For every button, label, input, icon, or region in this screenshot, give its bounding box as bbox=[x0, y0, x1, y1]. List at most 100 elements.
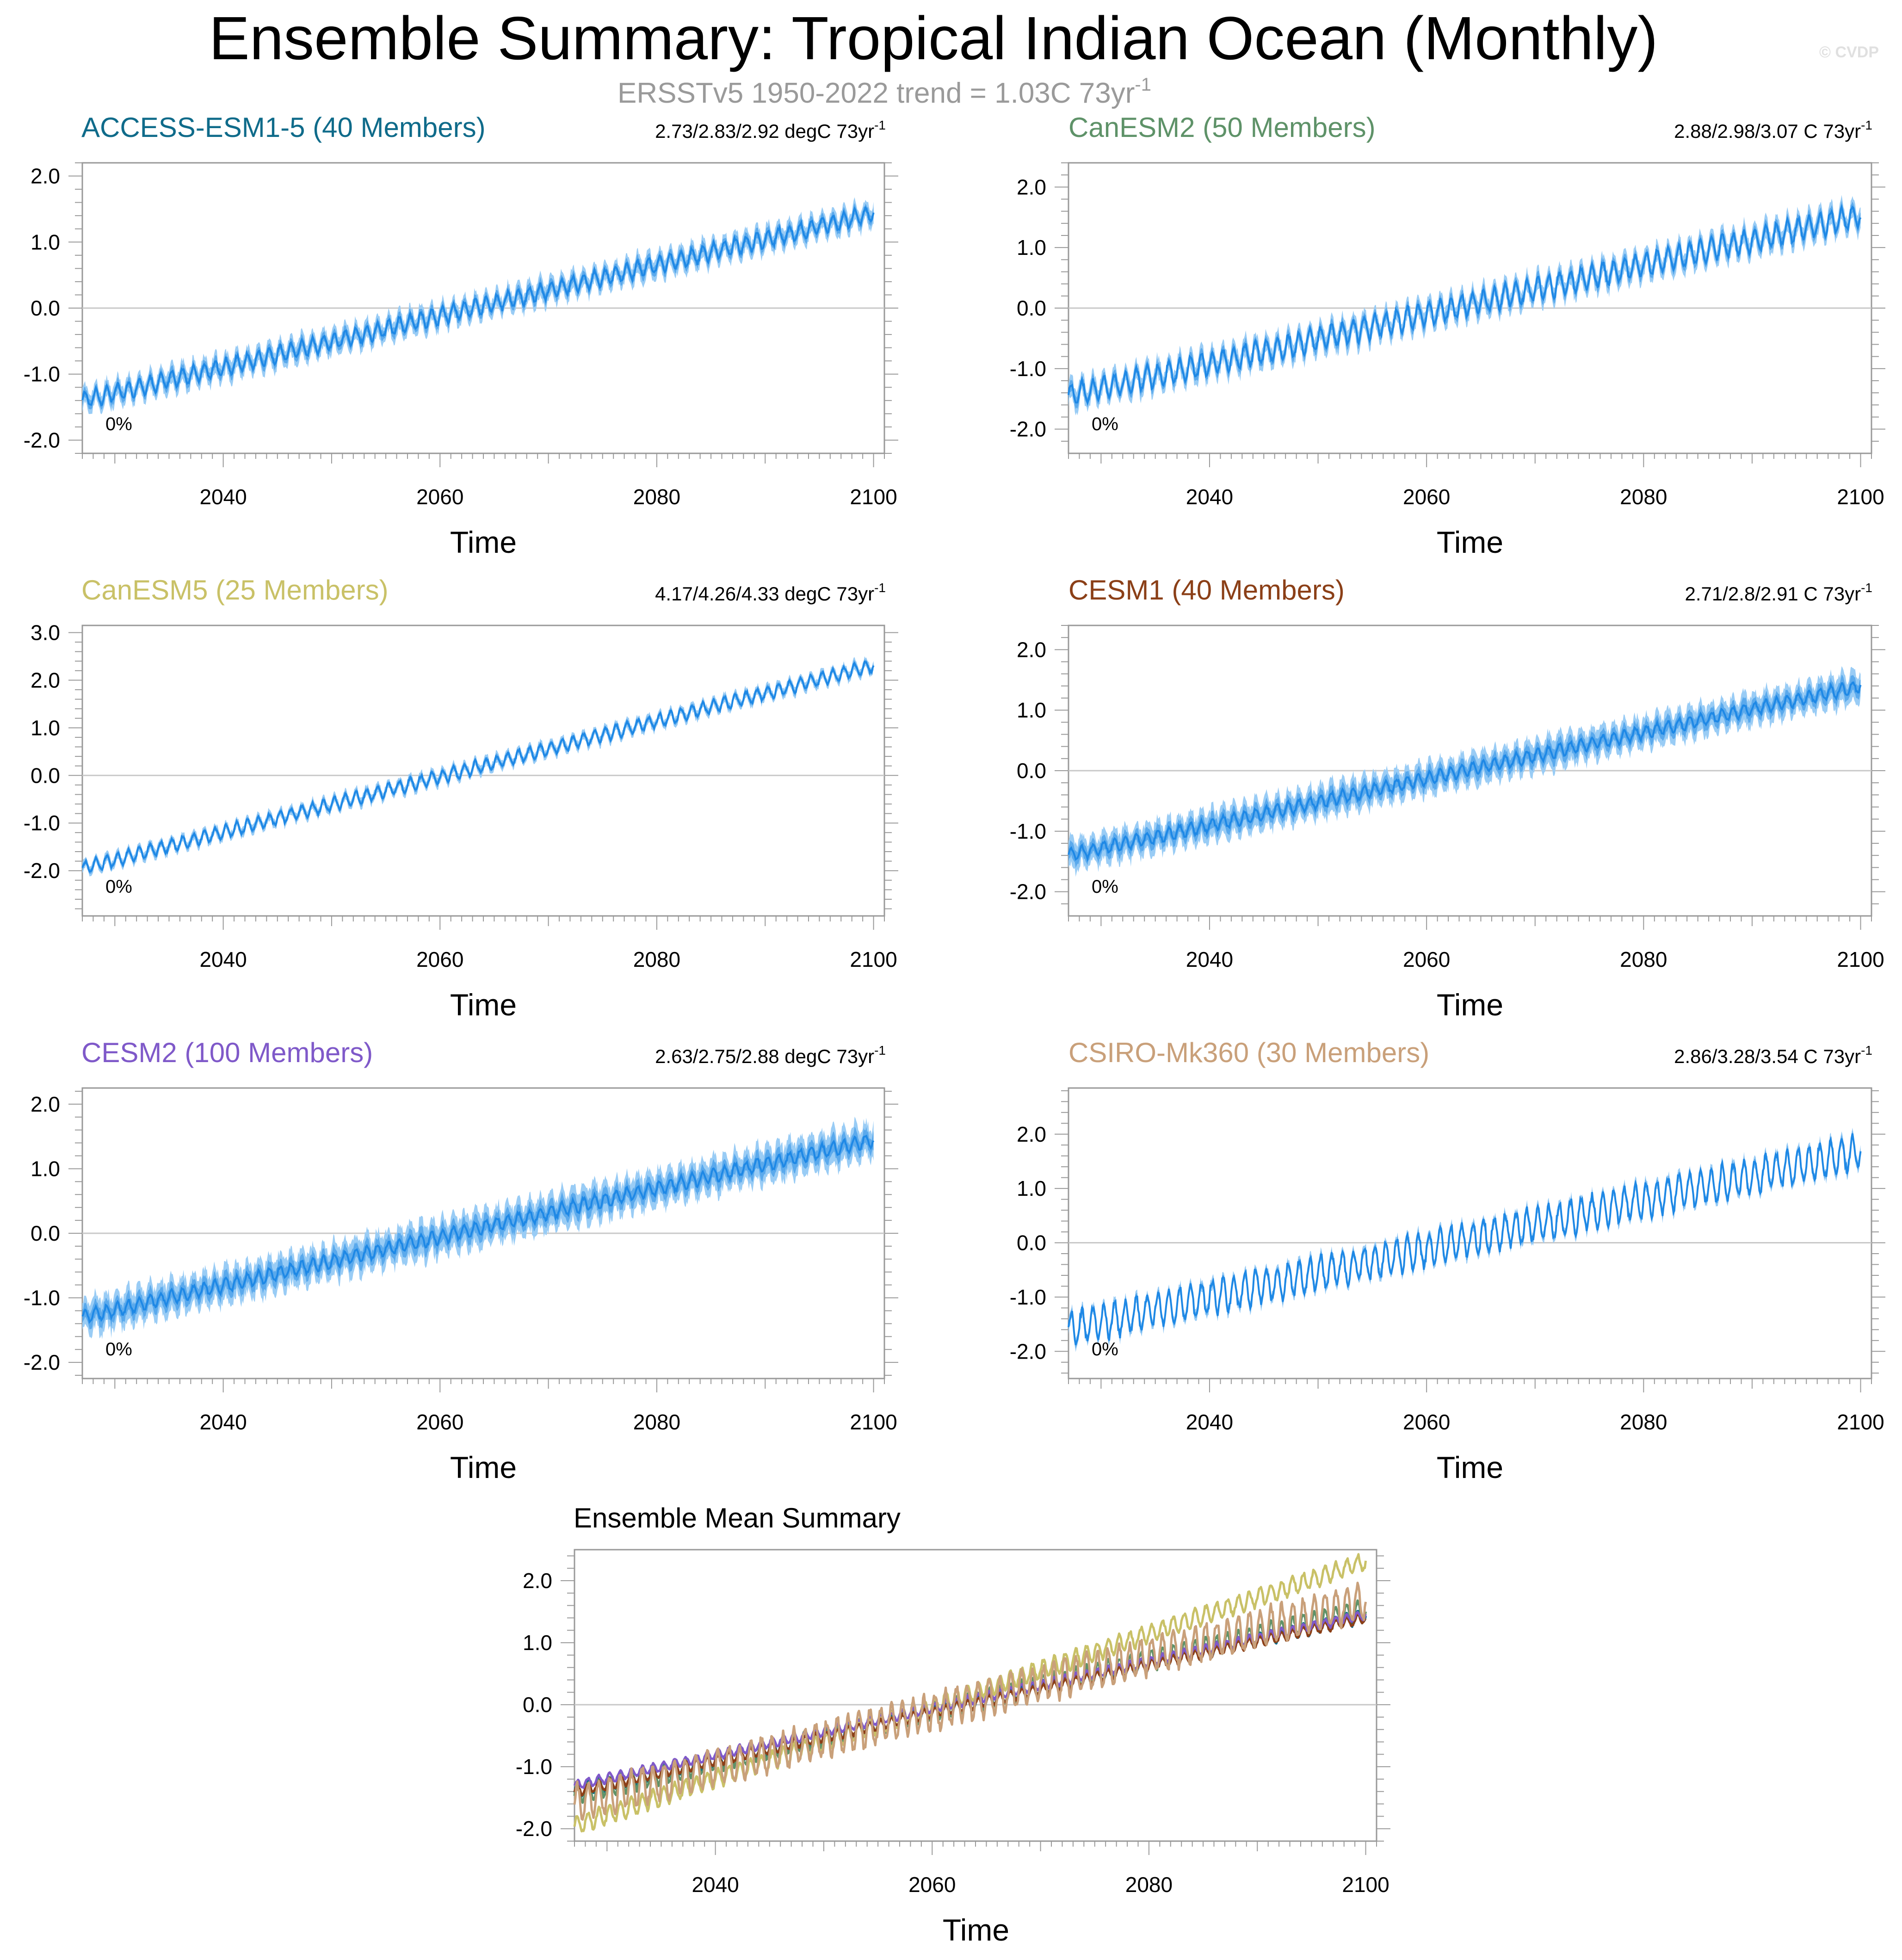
x-tick-label: 2040 bbox=[1186, 947, 1233, 971]
x-tick-label: 2080 bbox=[1125, 1873, 1173, 1897]
y-tick-label: 0.0 bbox=[31, 763, 60, 787]
subtitle-text: ERSSTv5 1950-2022 trend = 1.03C 73yr bbox=[618, 77, 1135, 109]
x-tick-label: 2060 bbox=[1403, 1410, 1450, 1434]
percent-label: 0% bbox=[1092, 877, 1118, 897]
y-tick-label: -1.0 bbox=[1010, 819, 1046, 843]
y-tick-label: 0.0 bbox=[1017, 1231, 1046, 1255]
y-tick-label: 0.0 bbox=[523, 1693, 552, 1717]
y-tick-label: -2.0 bbox=[1010, 1339, 1046, 1363]
y-tick-label: 1.0 bbox=[31, 230, 60, 254]
y-tick-label: 2.0 bbox=[1017, 1122, 1046, 1146]
x-tick-label: 2080 bbox=[633, 1410, 680, 1434]
ensemble-mean-line bbox=[81, 661, 875, 873]
x-tick-label: 2060 bbox=[416, 1410, 463, 1434]
x-tick-label: 2060 bbox=[416, 485, 463, 509]
x-tick-label: 2100 bbox=[850, 485, 897, 509]
y-tick-label: 2.0 bbox=[31, 668, 60, 692]
x-tick-label: 2080 bbox=[633, 485, 680, 509]
y-tick-label: -1.0 bbox=[1010, 1285, 1046, 1309]
percent-label: 0% bbox=[105, 1339, 132, 1360]
x-tick-label: 2100 bbox=[1837, 485, 1884, 509]
panel-trend-superscript: -1 bbox=[1861, 1043, 1872, 1057]
panel-trend-superscript: -1 bbox=[1861, 581, 1872, 595]
panel-trend-text: 4.17/4.26/4.33 degC 73yr bbox=[655, 583, 874, 605]
y-tick-label: -2.0 bbox=[1010, 880, 1046, 904]
x-axis-label: Time bbox=[1437, 1450, 1503, 1484]
x-tick-label: 2100 bbox=[1342, 1873, 1389, 1897]
panel-trend-text: 2.88/2.98/3.07 C 73yr bbox=[1674, 120, 1861, 142]
y-tick-label: -2.0 bbox=[24, 859, 60, 883]
x-tick-label: 2100 bbox=[1837, 947, 1884, 971]
x-tick-label: 2040 bbox=[199, 947, 247, 971]
y-tick-label: 2.0 bbox=[523, 1569, 552, 1593]
y-tick-label: -2.0 bbox=[516, 1817, 552, 1841]
panel-plot-area: -2.0 -1.0 0.0 1.0 2.0 3.0 2040 2060 2080 2100 0% bbox=[24, 620, 898, 971]
y-tick-label: -2.0 bbox=[1010, 417, 1046, 441]
panel-trend-stat: 4.17/4.26/4.33 degC 73yr-1 bbox=[655, 581, 886, 605]
panel-cesm2: CESM2 (100 Members) 2.63/2.75/2.88 degC … bbox=[24, 1037, 898, 1484]
y-tick-label: 2.0 bbox=[31, 164, 60, 188]
ensemble-mean-line bbox=[81, 205, 875, 407]
panel-title: CESM2 (100 Members) bbox=[81, 1037, 373, 1068]
plot-frame bbox=[1068, 1087, 1872, 1379]
x-axis-label: Time bbox=[450, 988, 517, 1022]
panel-plot-area: -2.0 -1.0 0.0 1.0 2.0 2040 2060 2080 2100 bbox=[516, 1549, 1390, 1897]
x-tick-label: 2080 bbox=[1620, 1410, 1667, 1434]
panel-trend-superscript: -1 bbox=[874, 1043, 886, 1057]
figure-subtitle: ERSSTv5 1950-2022 trend = 1.03C 73yr-1 bbox=[618, 74, 1151, 109]
subtitle-superscript: -1 bbox=[1135, 74, 1151, 95]
x-tick-label: 2080 bbox=[1620, 947, 1667, 971]
x-tick-label: 2080 bbox=[633, 947, 680, 971]
ensemble-mean-line bbox=[81, 1134, 875, 1324]
panel-title: ACCESS-ESM1-5 (40 Members) bbox=[81, 112, 486, 143]
panel-plot-area: -2.0 -1.0 0.0 1.0 2.0 2040 2060 2080 2100 0% bbox=[1010, 1087, 1885, 1434]
y-tick-label: 1.0 bbox=[1017, 1176, 1046, 1200]
panel-cesm1: CESM1 (40 Members) 2.71/2.8/2.91 C 73yr-… bbox=[1010, 575, 1885, 1022]
x-tick-label: 2040 bbox=[1186, 485, 1233, 509]
panel-trend-text: 2.86/3.28/3.54 C 73yr bbox=[1674, 1045, 1861, 1067]
y-tick-label: 0.0 bbox=[1017, 759, 1046, 783]
y-tick-label: -1.0 bbox=[24, 811, 60, 835]
ensemble-mean-line bbox=[1068, 681, 1862, 863]
panel-plot-area: -2.0 -1.0 0.0 1.0 2.0 2040 2060 2080 2100 0% bbox=[1010, 624, 1885, 971]
x-axis-label: Time bbox=[1437, 525, 1503, 559]
panel-title: CESM1 (40 Members) bbox=[1068, 575, 1345, 606]
y-tick-label: -1.0 bbox=[24, 362, 60, 386]
series-line-csiro-mk360 bbox=[573, 1582, 1367, 1821]
x-tick-label: 2060 bbox=[1403, 485, 1450, 509]
panel-trend-superscript: -1 bbox=[874, 581, 886, 595]
y-tick-label: 1.0 bbox=[523, 1631, 552, 1655]
percent-label: 0% bbox=[1092, 414, 1118, 434]
x-tick-label: 2100 bbox=[850, 1410, 897, 1434]
y-tick-label: 0.0 bbox=[31, 296, 60, 320]
y-tick-label: 0.0 bbox=[1017, 296, 1046, 320]
x-axis-label: Time bbox=[1437, 988, 1503, 1022]
x-tick-label: 2080 bbox=[1620, 485, 1667, 509]
y-tick-label: 1.0 bbox=[1017, 235, 1046, 260]
panel-title: CanESM2 (50 Members) bbox=[1068, 112, 1376, 143]
panel-canesm5: CanESM5 (25 Members) 4.17/4.26/4.33 degC… bbox=[24, 575, 898, 1022]
y-tick-label: -1.0 bbox=[24, 1286, 60, 1310]
panel-csiro-mk360: CSIRO-Mk360 (30 Members) 2.86/3.28/3.54 … bbox=[1010, 1037, 1885, 1484]
y-tick-label: 1.0 bbox=[31, 1156, 60, 1181]
panel-trend-text: 2.71/2.8/2.91 C 73yr bbox=[1685, 583, 1861, 605]
panel-plot-area: -2.0 -1.0 0.0 1.0 2.0 2040 2060 2080 2100 0% bbox=[24, 162, 898, 509]
panel-plot-area: -2.0 -1.0 0.0 1.0 2.0 2040 2060 2080 2100 0% bbox=[1010, 162, 1885, 509]
percent-label: 0% bbox=[105, 414, 132, 434]
x-tick-label: 2100 bbox=[1837, 1410, 1884, 1434]
panel-trend-stat: 2.88/2.98/3.07 C 73yr-1 bbox=[1674, 118, 1872, 142]
panel-trend-stat: 2.86/3.28/3.54 C 73yr-1 bbox=[1674, 1043, 1872, 1067]
panel-access-esm1-5: ACCESS-ESM1-5 (40 Members) 2.73/2.83/2.9… bbox=[24, 112, 898, 559]
x-tick-label: 2040 bbox=[1186, 1410, 1233, 1434]
percent-label: 0% bbox=[105, 877, 132, 897]
x-tick-label: 2060 bbox=[416, 947, 463, 971]
panel-trend-superscript: -1 bbox=[874, 118, 886, 132]
y-tick-label: -1.0 bbox=[1010, 357, 1046, 381]
panel-title: CSIRO-Mk360 (30 Members) bbox=[1068, 1037, 1429, 1068]
y-tick-label: 1.0 bbox=[1017, 698, 1046, 722]
panel-trend-stat: 2.73/2.83/2.92 degC 73yr-1 bbox=[655, 118, 886, 142]
panel-trend-stat: 2.71/2.8/2.91 C 73yr-1 bbox=[1685, 581, 1873, 605]
y-tick-label: 2.0 bbox=[1017, 637, 1046, 662]
ensemble-mean-line bbox=[1068, 204, 1862, 406]
